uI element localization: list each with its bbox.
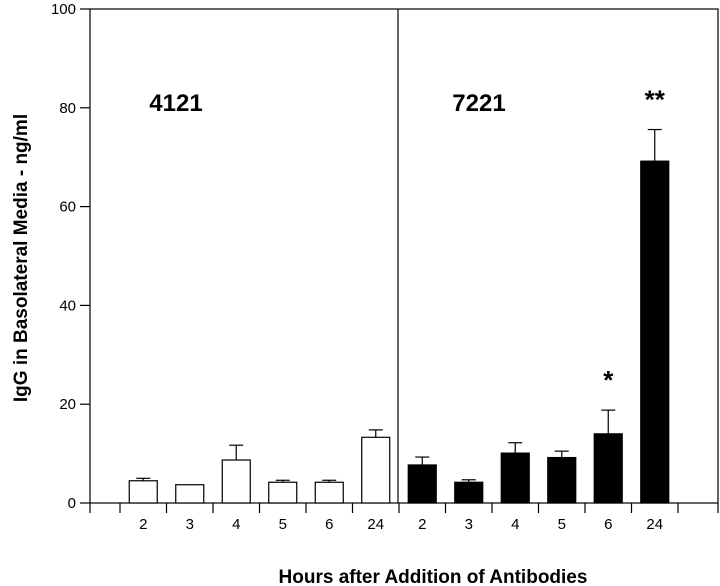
bars bbox=[128, 128, 670, 504]
x-tick-label: 6 bbox=[604, 516, 612, 533]
significance-marker: ** bbox=[645, 85, 666, 115]
bar bbox=[175, 484, 205, 504]
y-axis: 0 20 40 60 80 100 bbox=[51, 1, 90, 512]
x-tick-label: 4 bbox=[232, 516, 240, 533]
y-tick-label: 80 bbox=[59, 100, 76, 117]
bar bbox=[361, 436, 391, 504]
bar bbox=[314, 481, 344, 504]
y-tick-label: 0 bbox=[68, 495, 76, 512]
bar bbox=[593, 433, 623, 504]
group-label-4121: 4121 bbox=[149, 90, 202, 117]
x-tick-label: 5 bbox=[279, 516, 287, 533]
x-tick-label: 4 bbox=[511, 516, 519, 533]
bar bbox=[268, 481, 298, 504]
y-axis-title: IgG in Basolateral Media - ng/ml bbox=[11, 114, 32, 402]
bar bbox=[128, 480, 158, 504]
plot-frame bbox=[89, 8, 719, 504]
annotations: 4121 7221*** bbox=[149, 85, 665, 396]
y-tick-label: 40 bbox=[59, 297, 76, 314]
y-tick-label: 20 bbox=[59, 396, 76, 413]
group-label-7221: 7221 bbox=[452, 90, 505, 117]
significance-marker: * bbox=[603, 365, 614, 395]
x-tick-label: 24 bbox=[367, 516, 384, 533]
x-axis-title: Hours after Addition of Antibodies bbox=[279, 567, 588, 586]
x-axis: 2 3 4 5 6 24 2 3 4 5 6 24 bbox=[89, 503, 719, 533]
bar bbox=[454, 481, 484, 504]
bar bbox=[547, 456, 577, 504]
x-tick-label: 2 bbox=[139, 516, 147, 533]
x-tick-label: 6 bbox=[325, 516, 333, 533]
bar bbox=[407, 464, 437, 504]
bar bbox=[640, 160, 670, 504]
x-tick-label: 3 bbox=[186, 516, 194, 533]
plot-border bbox=[89, 8, 719, 504]
x-tick-label: 5 bbox=[558, 516, 566, 533]
x-tick-label: 2 bbox=[418, 516, 426, 533]
x-tick-label: 24 bbox=[646, 516, 663, 533]
y-tick-label: 60 bbox=[59, 199, 76, 216]
x-tick-label: 3 bbox=[465, 516, 473, 533]
bar bbox=[221, 459, 251, 504]
bar bbox=[500, 452, 530, 504]
y-tick-label: 100 bbox=[51, 1, 76, 18]
